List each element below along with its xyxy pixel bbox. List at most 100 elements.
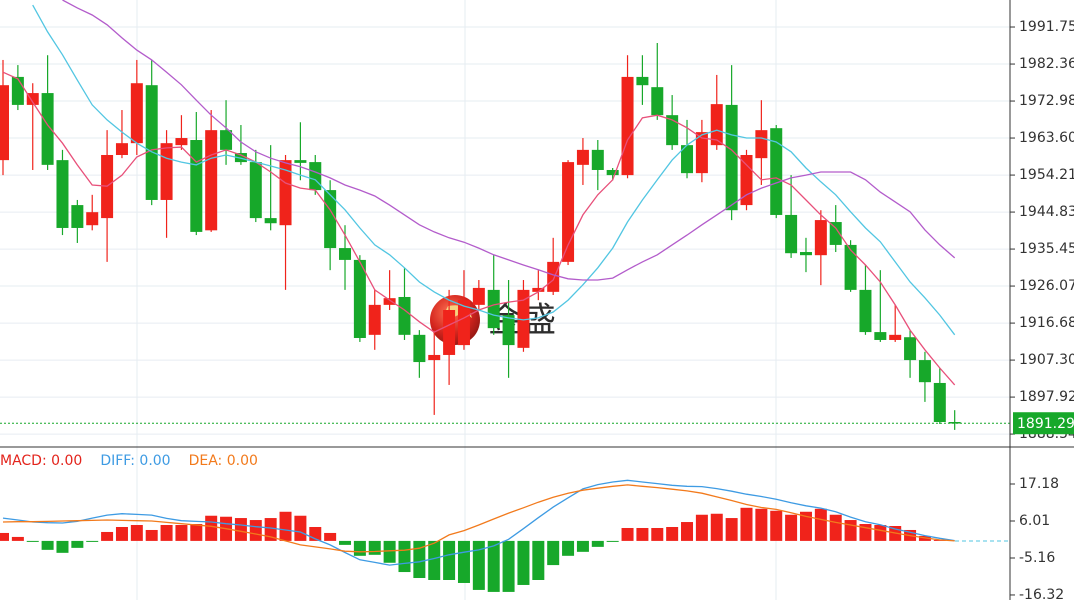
last-price-box — [1013, 412, 1074, 435]
legend-entry: DIFF: 0.00 — [100, 453, 170, 469]
macd-bar — [710, 513, 723, 541]
y-tick-label: 1963.60 — [1019, 130, 1074, 146]
last-price-label: 1891.29 — [1017, 416, 1074, 432]
candle-body — [547, 261, 560, 292]
y-tick-label: 1944.83 — [1019, 204, 1074, 220]
candle-body — [918, 360, 931, 383]
macd-bar — [368, 540, 381, 555]
macd-bar — [562, 540, 575, 556]
macd-bar — [695, 514, 708, 541]
candle-body — [874, 332, 887, 340]
y-tick-label: 6.01 — [1019, 513, 1050, 529]
macd-bar — [681, 522, 694, 541]
macd-bar — [71, 540, 84, 548]
legend-entry: DEA: 0.00 — [189, 453, 258, 469]
y-tick-label: 1935.45 — [1019, 241, 1074, 257]
macd-bar — [472, 540, 485, 590]
candle-body — [56, 160, 69, 228]
macd-bar — [175, 525, 188, 541]
y-tick-label: 1916.68 — [1019, 315, 1074, 331]
macd-bar — [799, 511, 812, 541]
y-tick-label: 1907.30 — [1019, 352, 1074, 368]
candle-body — [264, 218, 277, 224]
macd-bar — [874, 525, 887, 541]
candle-body — [115, 143, 128, 155]
candle-body — [889, 334, 902, 340]
y-tick-label: 1972.98 — [1019, 93, 1074, 109]
macd-bar — [785, 514, 798, 541]
candle-body — [368, 304, 381, 335]
macd-bar — [264, 518, 277, 541]
candle-body — [175, 138, 188, 146]
macd-bar — [279, 511, 292, 541]
macd-bar — [205, 515, 218, 541]
candle-body — [859, 289, 872, 333]
candle-body — [799, 252, 812, 256]
macd-line — [2, 479, 955, 566]
y-tick-label: 1926.07 — [1019, 278, 1074, 294]
candle-body — [651, 87, 664, 116]
y-tick-label: 1991.75 — [1019, 19, 1074, 35]
macd-bar — [576, 540, 589, 552]
macd-bar — [115, 526, 128, 541]
candle-body — [413, 334, 426, 363]
candle-body — [220, 130, 233, 150]
macd-bar — [249, 520, 262, 541]
candle-body — [487, 289, 500, 329]
macd-bar — [398, 540, 411, 573]
candle-body — [904, 337, 917, 361]
candle-body — [457, 300, 470, 346]
macd-bar — [101, 531, 114, 541]
candle-body — [324, 190, 337, 249]
candle-body — [294, 160, 307, 163]
macd-line — [2, 484, 955, 553]
macd-bar — [725, 518, 738, 541]
macd-bar — [324, 532, 337, 541]
macd-bar — [814, 508, 827, 541]
candle-body — [86, 212, 99, 226]
macd-bar — [353, 540, 366, 556]
macd-bar — [591, 540, 604, 547]
main-plot — [0, 0, 1010, 430]
macd-bar — [740, 507, 753, 541]
macd-bar — [770, 510, 783, 541]
macd-bar — [11, 536, 24, 541]
macd-bar — [413, 540, 426, 579]
macd-bar — [190, 524, 203, 541]
macd-plot: MACD: 0.00 DIFF: 0.00 DEA: 0.00 — [0, 453, 955, 592]
moving-average-line — [62, 0, 956, 281]
macd-bar — [621, 527, 634, 541]
macd-bar — [86, 540, 99, 542]
candle-body — [205, 130, 218, 231]
macd-bar — [160, 525, 173, 541]
candle-body — [666, 115, 679, 146]
candle-body — [11, 76, 24, 105]
candle-body — [41, 93, 54, 165]
candle-body — [71, 205, 84, 228]
candle-body — [621, 76, 634, 176]
candle-body — [0, 85, 9, 161]
macd-bar — [41, 540, 54, 550]
macd-bar — [457, 540, 470, 583]
macd-bar — [130, 525, 143, 541]
macd-bar — [487, 540, 500, 592]
macd-bar — [636, 527, 649, 541]
candle-body — [844, 244, 857, 290]
candle-body — [383, 298, 396, 305]
macd-bar — [502, 540, 515, 592]
candle-body — [829, 222, 842, 245]
macd-bar — [339, 540, 352, 545]
candle-body — [517, 289, 530, 348]
macd-bar — [56, 540, 69, 553]
candle-body — [770, 128, 783, 215]
y-tick-label: 1897.92 — [1019, 389, 1074, 405]
candle-body — [339, 248, 352, 260]
candle-body — [26, 93, 39, 105]
candle-body — [933, 382, 946, 423]
candle-body — [160, 143, 173, 200]
candle-body — [785, 214, 798, 254]
moving-average-line — [32, 4, 956, 336]
candle-body — [591, 149, 604, 170]
